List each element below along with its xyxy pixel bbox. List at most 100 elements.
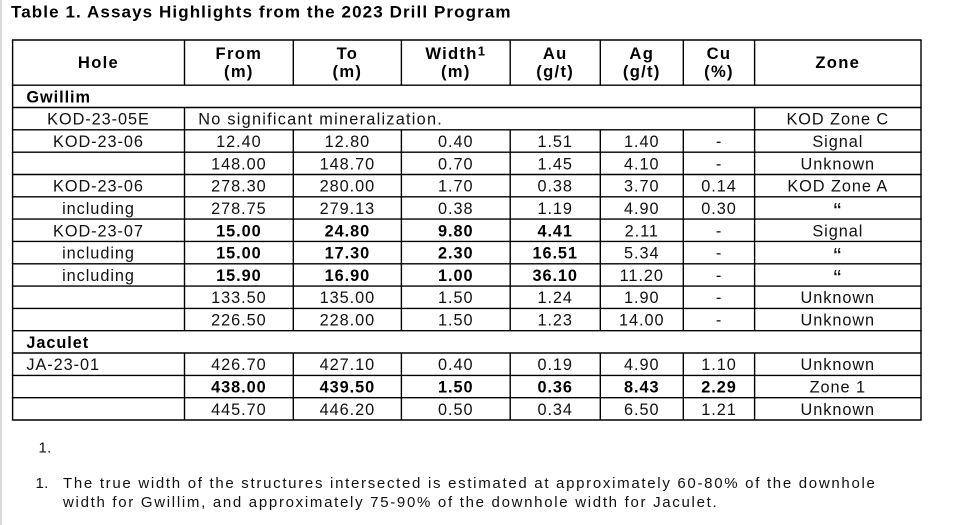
svg-text:KOD-23-06: KOD-23-06 <box>53 133 144 151</box>
svg-text:0.34: 0.34 <box>537 401 573 419</box>
svg-text:Table 1. Assays Highlights fro: Table 1. Assays Highlights from the 2023… <box>11 3 512 22</box>
svg-text:Ag: Ag <box>629 44 654 63</box>
svg-text:36.10: 36.10 <box>532 267 578 285</box>
svg-text:6.50: 6.50 <box>624 401 660 419</box>
svg-text:148.70: 148.70 <box>320 155 376 173</box>
svg-text:17.30: 17.30 <box>325 245 371 263</box>
svg-text:KOD Zone C: KOD Zone C <box>786 111 889 129</box>
svg-text:Unknown: Unknown <box>801 356 876 374</box>
svg-text:226.50: 226.50 <box>211 312 267 330</box>
svg-text:(m): (m) <box>224 62 254 81</box>
svg-text:1.70: 1.70 <box>438 178 474 196</box>
svg-text:427.10: 427.10 <box>320 356 376 374</box>
svg-text:including: including <box>62 200 135 218</box>
svg-text:438.00: 438.00 <box>211 379 267 397</box>
svg-text:1.: 1. <box>39 440 52 457</box>
svg-text:-: - <box>716 133 722 151</box>
svg-text:To: To <box>337 44 359 63</box>
svg-text:JA-23-01: JA-23-01 <box>26 356 100 374</box>
svg-text:1.45: 1.45 <box>537 155 573 173</box>
svg-text:228.00: 228.00 <box>320 312 376 330</box>
svg-text:1.10: 1.10 <box>701 356 737 374</box>
svg-text:Signal: Signal <box>812 222 863 240</box>
svg-text:(%): (%) <box>704 62 734 81</box>
svg-text:Jaculet: Jaculet <box>26 334 89 352</box>
svg-text:4.10: 4.10 <box>624 155 660 173</box>
svg-text:Cu: Cu <box>707 44 732 63</box>
svg-text:0.70: 0.70 <box>438 155 474 173</box>
svg-text:16.90: 16.90 <box>325 267 371 285</box>
svg-text:-: - <box>716 267 722 285</box>
svg-text:4.90: 4.90 <box>624 200 660 218</box>
svg-text:including: including <box>62 267 135 285</box>
svg-text:278.75: 278.75 <box>211 200 267 218</box>
svg-text:4.41: 4.41 <box>537 222 573 240</box>
svg-text:1.00: 1.00 <box>438 267 474 285</box>
svg-text:446.20: 446.20 <box>320 401 376 419</box>
svg-text:Zone 1: Zone 1 <box>810 379 866 397</box>
svg-text:Gwillim: Gwillim <box>26 88 91 106</box>
svg-text:1.21: 1.21 <box>701 401 737 419</box>
svg-text:15.90: 15.90 <box>216 267 262 285</box>
svg-text:279.13: 279.13 <box>320 200 376 218</box>
svg-text:8.43: 8.43 <box>624 379 660 397</box>
svg-text:0.40: 0.40 <box>438 356 474 374</box>
svg-text:12.80: 12.80 <box>325 133 371 151</box>
svg-text:0.40: 0.40 <box>438 133 474 151</box>
svg-text:From: From <box>216 44 263 63</box>
svg-text:2.30: 2.30 <box>438 245 474 263</box>
svg-text:0.38: 0.38 <box>537 178 573 196</box>
svg-text:426.70: 426.70 <box>211 356 267 374</box>
svg-text:KOD-23-06: KOD-23-06 <box>53 178 144 196</box>
svg-text:24.80: 24.80 <box>325 222 371 240</box>
svg-text:Unknown: Unknown <box>801 401 876 419</box>
svg-text:12.40: 12.40 <box>216 133 262 151</box>
svg-text:Zone: Zone <box>815 53 860 72</box>
svg-text:439.50: 439.50 <box>320 379 376 397</box>
svg-text:including: including <box>62 245 135 263</box>
svg-text:1.50: 1.50 <box>438 312 474 330</box>
svg-text:1.40: 1.40 <box>624 133 660 151</box>
svg-text:(g/t): (g/t) <box>623 62 661 81</box>
svg-text:9.80: 9.80 <box>438 222 474 240</box>
svg-text:278.30: 278.30 <box>211 178 267 196</box>
svg-text:-: - <box>716 245 722 263</box>
svg-text:5.34: 5.34 <box>624 245 660 263</box>
svg-text:0.30: 0.30 <box>701 200 737 218</box>
svg-text:(m): (m) <box>441 62 471 81</box>
svg-text:(m): (m) <box>333 62 363 81</box>
svg-text:Unknown: Unknown <box>801 312 876 330</box>
svg-text:148.00: 148.00 <box>211 155 267 173</box>
svg-text:-: - <box>716 312 722 330</box>
svg-text:-: - <box>716 222 722 240</box>
svg-text:“: “ <box>833 243 842 269</box>
svg-text:445.70: 445.70 <box>211 401 267 419</box>
svg-text:0.50: 0.50 <box>438 401 474 419</box>
svg-text:1.90: 1.90 <box>624 289 660 307</box>
svg-text:1.51: 1.51 <box>537 133 573 151</box>
svg-text:Width1: Width1 <box>425 43 486 63</box>
svg-text:14.00: 14.00 <box>619 312 665 330</box>
svg-text:width for Gwillim, and approxi: width for Gwillim, and approximately 75-… <box>62 494 718 511</box>
svg-text:-: - <box>716 155 722 173</box>
svg-text:KOD-23-07: KOD-23-07 <box>53 222 144 240</box>
svg-text:16.51: 16.51 <box>532 245 578 263</box>
svg-text:11.20: 11.20 <box>620 267 664 285</box>
svg-text:Au: Au <box>543 44 568 63</box>
svg-text:0.38: 0.38 <box>438 200 474 218</box>
svg-text:4.90: 4.90 <box>624 356 660 374</box>
svg-text:135.00: 135.00 <box>320 289 376 307</box>
svg-text:1.50: 1.50 <box>438 289 474 307</box>
svg-text:0.19: 0.19 <box>537 356 573 374</box>
svg-text:-: - <box>716 289 722 307</box>
svg-text:No significant mineralization.: No significant mineralization. <box>198 111 443 129</box>
svg-text:1.24: 1.24 <box>537 289 573 307</box>
svg-text:133.50: 133.50 <box>211 289 267 307</box>
svg-text:0.14: 0.14 <box>701 178 737 196</box>
svg-text:Signal: Signal <box>812 133 863 151</box>
svg-text:Unknown: Unknown <box>801 155 876 173</box>
svg-text:1.50: 1.50 <box>438 379 474 397</box>
svg-text:Unknown: Unknown <box>801 289 876 307</box>
svg-text:“: “ <box>833 198 842 224</box>
svg-text:3.70: 3.70 <box>624 178 660 196</box>
